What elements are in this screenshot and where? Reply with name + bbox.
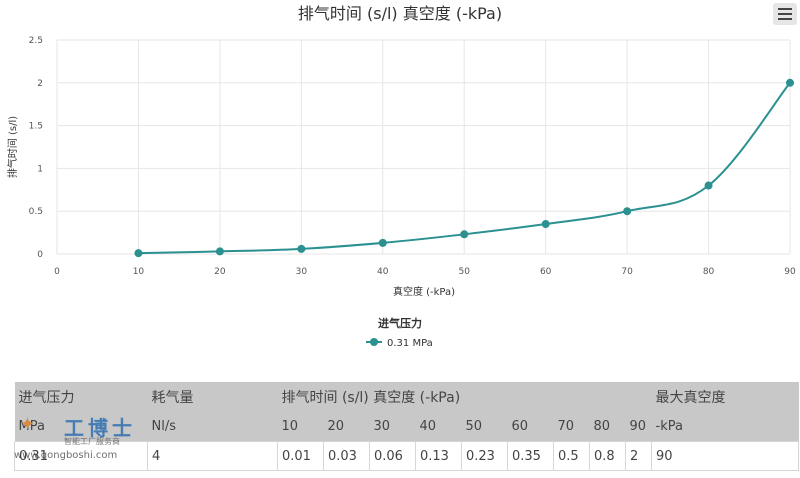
cell-time: 0.06 [369,441,416,471]
table-row: 0.31 4 0.01 0.03 0.06 0.13 0.23 0.35 0.5… [14,441,799,471]
legend-title: 进气压力 [378,316,422,330]
header-max-vacuum: 最大真空度 [651,382,799,412]
line-chart: 排气时间 (s/l) 真空度 (-kPa)0 10 20 30 40 50 60 70 80 90… [6,4,796,349]
data-point [297,244,306,253]
y-tick-label: 0.5 [29,207,43,217]
vacuum-level: 30 [369,412,416,442]
vacuum-level: 20 [323,412,370,442]
x-tick-label: 40 [377,267,389,277]
hamburger-menu-icon[interactable] [773,3,797,25]
cell-time: 0.01 [277,441,324,471]
vacuum-level: 90 [625,412,652,442]
vacuum-level: 80 [589,412,626,442]
data-point [378,238,387,247]
chart-container: 排气时间 (s/l) 真空度 (-kPa) 0 10 20 30 40 50 60 70 80 90… [6,3,797,349]
cell-max-vacuum: 90 [651,441,799,471]
cell-time: 0.8 [589,441,626,471]
cell-time: 0.13 [415,441,462,471]
y-tick-label: 0 [37,250,43,260]
legend-label: 0.31 MPa [387,338,433,349]
vacuum-level: 60 [507,412,554,442]
legend-marker [370,338,378,346]
data-point [460,230,469,239]
spec-table: 进气压力 耗气量 排气时间 (s/l) 真空度 (-kPa) 最大真空度 MPa… [14,382,799,471]
data-point [215,247,224,256]
cell-consumption: 4 [147,441,278,471]
x-tick-label: 90 [784,267,796,277]
data-point [623,207,632,216]
chart-title: 排气时间 (s/l) 真空度 (-kPa) [298,4,502,23]
x-tick-label: 60 [540,267,552,277]
x-tick-label: 30 [296,267,308,277]
vacuum-level: 70 [553,412,590,442]
x-tick-label: 80 [703,267,715,277]
cell-pressure: 0.31 [14,441,148,471]
vacuum-level: 40 [415,412,462,442]
x-tick-label: 0 [54,267,60,277]
data-point [134,249,143,258]
data-point [541,220,550,229]
x-tick-label: 20 [214,267,226,277]
header-exhaust-time: 排气时间 (s/l) 真空度 (-kPa) [277,382,652,412]
x-axis-label: 真空度 (-kPa) [393,285,455,298]
cell-time: 2 [625,441,652,471]
unit-consumption: Nl/s [147,412,278,442]
y-tick-label: 1.5 [29,122,43,132]
x-tick-label: 70 [621,267,633,277]
x-tick-label: 50 [458,267,470,277]
unit-max-vacuum: -kPa [651,412,799,442]
y-tick-label: 2 [37,79,43,89]
table-unit-row: MPa Nl/s 10 20 30 40 50 60 70 80 90 -kPa [14,412,799,442]
y-tick-label: 1 [37,164,43,174]
table-header-row: 进气压力 耗气量 排气时间 (s/l) 真空度 (-kPa) 最大真空度 [14,382,799,412]
header-consumption: 耗气量 [147,382,278,412]
unit-pressure: MPa [14,412,148,442]
y-tick-label: 2.5 [29,36,43,46]
cell-time: 0.03 [323,441,370,471]
y-axis-label: 排气时间 (s/l) [6,116,19,178]
x-tick-label: 10 [133,267,145,277]
vacuum-level: 10 [277,412,324,442]
cell-time: 0.35 [507,441,554,471]
data-point [786,78,794,87]
cell-time: 0.5 [553,441,590,471]
header-pressure: 进气压力 [14,382,148,412]
cell-time: 0.23 [461,441,508,471]
data-point [704,181,713,190]
vacuum-level: 50 [461,412,508,442]
